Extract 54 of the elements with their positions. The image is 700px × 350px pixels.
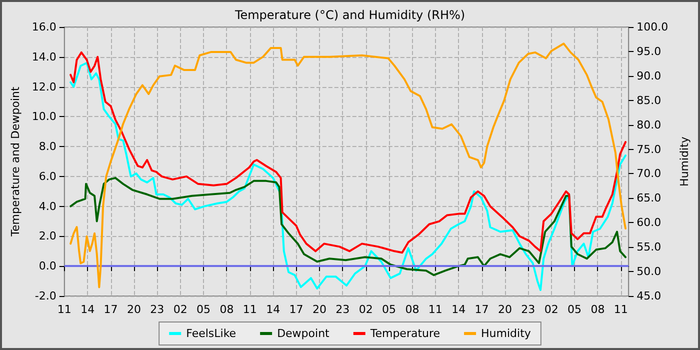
y-tick-label: 8.0 (38, 140, 56, 154)
legend-label: Dewpoint (277, 327, 330, 340)
x-tick-label: 17 (474, 303, 489, 316)
x-tick-label: 11 (614, 303, 628, 316)
x-tick-label: 23 (521, 303, 536, 316)
x-tick-label: 08 (590, 303, 605, 316)
x-tick-label: 20 (312, 303, 326, 316)
x-tick-label: 05 (568, 303, 582, 316)
y2-tick-label: 70.0 (636, 167, 662, 180)
y2-tick-label: 45.0 (636, 290, 662, 302)
x-tick-label: 14 (80, 303, 95, 316)
y-tick-label: -2.0 (34, 290, 56, 302)
x-tick-label: 11 (242, 303, 257, 316)
y-tick-label: 2.0 (38, 230, 56, 243)
x-tick-label: 05 (382, 303, 396, 316)
y2-tick-label: 65.0 (636, 192, 662, 205)
x-tick-label: 23 (150, 303, 164, 316)
x-tick-label: 17 (289, 303, 304, 316)
legend-label: Humidity (481, 327, 532, 340)
x-tick-label: 14 (452, 303, 466, 316)
x-tick-label: 11 (428, 303, 442, 316)
x-tick-label: 11 (57, 303, 72, 316)
y2-tick-label: 50.0 (636, 265, 662, 278)
y2-tick-label: 100.0 (636, 20, 668, 34)
y2-axis-title: Humidity (678, 136, 691, 186)
y2-tick-label: 90.0 (636, 69, 662, 82)
x-tick-label: 14 (266, 303, 280, 316)
y2-tick-label: 55.0 (636, 240, 662, 254)
y-tick-label: 12.0 (32, 80, 56, 94)
y-tick-label: 16.0 (32, 20, 56, 34)
x-tick-label: 20 (498, 303, 512, 316)
y-tick-label: 10.0 (32, 110, 56, 124)
x-tick-label: 20 (126, 303, 141, 316)
y-tick-label: 4.0 (38, 200, 56, 213)
y-tick-label: 0.0 (38, 260, 56, 273)
x-tick-label: 17 (104, 303, 118, 316)
y-tick-label: 6.0 (38, 170, 56, 183)
x-tick-label: 08 (220, 303, 234, 316)
x-tick-label: 23 (336, 303, 350, 316)
legend-label: FeelsLike (186, 327, 236, 340)
x-tick-label: 02 (358, 303, 373, 316)
x-tick-label: 05 (196, 303, 211, 316)
y2-tick-label: 75.0 (636, 142, 662, 156)
y2-tick-label: 80.0 (636, 118, 662, 132)
y2-tick-label: 60.0 (636, 216, 662, 230)
y-axis-title: Temperature and Dewpoint (9, 86, 22, 238)
y-tick-label: 14.0 (32, 50, 56, 64)
x-tick-label: 02 (173, 303, 188, 316)
y2-tick-label: 85.0 (636, 94, 662, 107)
x-tick-label: 02 (544, 303, 558, 316)
chart-title: Temperature (°C) and Humidity (RH%) (234, 8, 466, 22)
legend-label: Temperature (369, 327, 440, 340)
x-tick-label: 08 (405, 303, 420, 316)
y2-tick-label: 95.0 (636, 44, 662, 58)
